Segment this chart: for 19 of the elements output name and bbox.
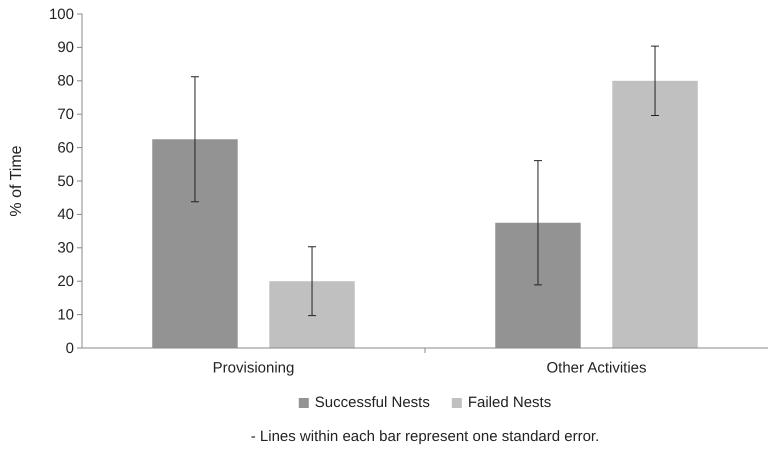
y-tick-label: 10: [57, 306, 74, 324]
y-tick-label: 90: [57, 39, 74, 56]
y-tick-label: 70: [57, 106, 74, 123]
bar: [269, 281, 355, 348]
y-tick-label: 20: [57, 273, 74, 290]
text: - Lines within each bar represent one standard error.: [250, 428, 600, 445]
legend-label: Failed Nests: [468, 394, 552, 411]
y-tick-label: 30: [57, 240, 74, 257]
y-tick-label: 60: [57, 139, 74, 156]
y-tick-label: 100: [48, 6, 74, 23]
y-tick-label: 0: [66, 340, 74, 357]
legend-label: Successful Nests: [314, 394, 430, 411]
y-tick-label: 40: [57, 206, 74, 224]
y-tick-label: 80: [57, 72, 74, 90]
bar: [612, 80, 698, 348]
x-tick-label: Provisioning: [212, 360, 294, 377]
y-tick-label: 50: [57, 172, 74, 190]
x-tick-label: Other Activities: [546, 360, 647, 377]
y-axis-title: % of Time: [8, 145, 25, 217]
